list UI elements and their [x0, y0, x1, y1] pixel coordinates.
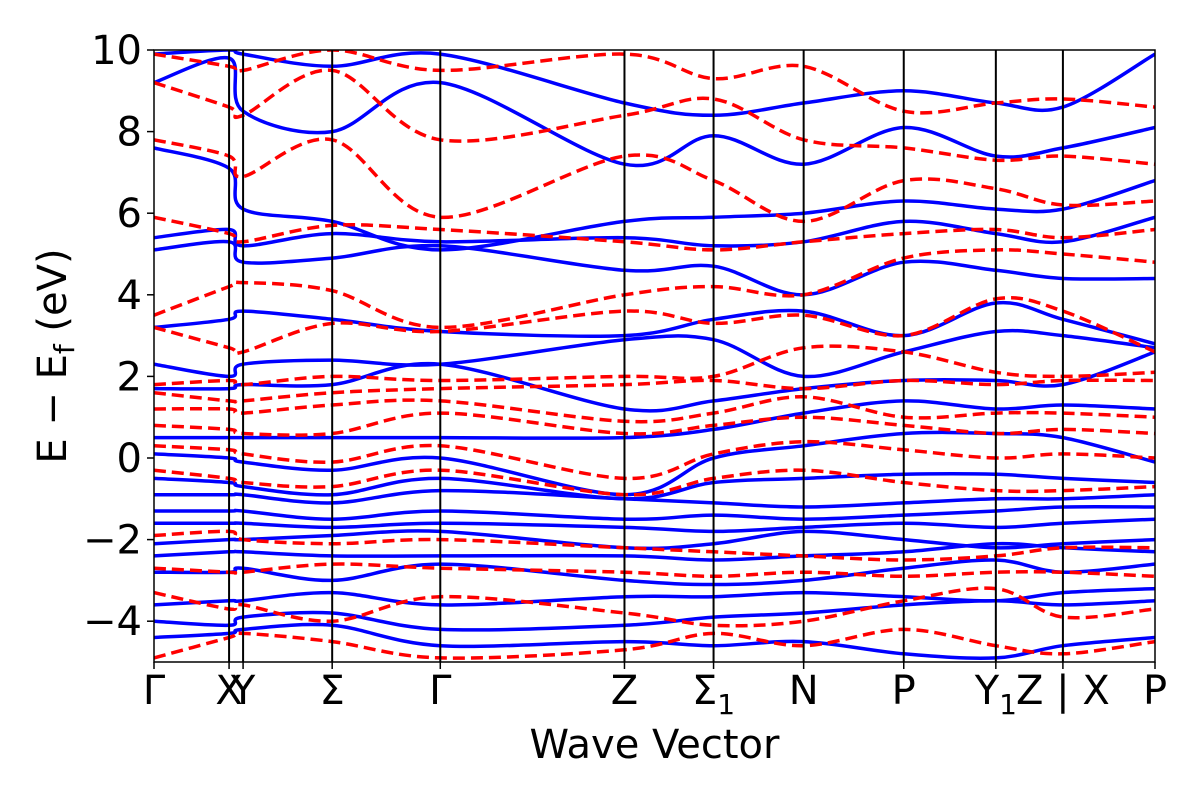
- band-line-0-7: [154, 504, 1155, 522]
- x-tick-label-4: Γ: [429, 668, 452, 714]
- band-line-0-13: [154, 328, 1155, 379]
- x-tick-label-3: Σ: [320, 668, 345, 714]
- x-axis: Γ XY Σ Γ Z Σ1 N P Y1 Z | X P: [143, 662, 1167, 721]
- y-axis-title-unit: (eV): [30, 248, 76, 344]
- band-line-1-8: [154, 378, 1155, 404]
- y-tick-label-2: 6: [117, 191, 142, 237]
- x-tick-label-7: N: [789, 668, 819, 714]
- band-line-1-14: [154, 68, 1155, 166]
- x-tick-label-5: Z: [611, 668, 638, 714]
- y-axis: 10 8 6 4 2 0 −2 −4: [83, 28, 154, 645]
- x-tick-label-6: Σ1: [692, 668, 735, 721]
- x-tick-label-10: Z | X: [1016, 668, 1110, 714]
- series-1: [154, 50, 1155, 660]
- y-tick-label-0: 10: [91, 28, 142, 74]
- k-point-lines: [228, 50, 1064, 662]
- band-line-1-2: [154, 562, 1155, 579]
- y-axis-title-sub: f: [48, 343, 81, 354]
- y-axis-title: E − Ef (eV): [30, 248, 81, 463]
- x-tick-label-1: X: [215, 668, 242, 714]
- band-line-1-10: [154, 296, 1155, 356]
- band-line-0-18: [154, 55, 1155, 168]
- band-line-1-13: [154, 137, 1155, 224]
- y-tick-label-6: −2: [83, 518, 142, 564]
- band-line-0-15: [154, 239, 1155, 297]
- x-tick-label-0: Γ: [143, 668, 166, 714]
- bands-layer: [154, 50, 1155, 661]
- y-tick-label-7: −4: [83, 599, 142, 645]
- band-line-0-16: [154, 215, 1155, 248]
- plot-frame: [153, 49, 1156, 663]
- x-tick-label-11: P: [1143, 668, 1167, 714]
- band-line-1-6: [154, 411, 1155, 437]
- y-axis-title-main: E − E: [30, 354, 76, 464]
- y-tick-label-4: 2: [117, 354, 142, 400]
- x-tick-label-9: Y1: [974, 668, 1017, 721]
- y-tick-label-3: 4: [117, 273, 142, 319]
- x-tick-label-8: P: [892, 668, 916, 714]
- band-line-0-6: [154, 517, 1155, 534]
- x-tick-label-2: Y: [230, 668, 256, 714]
- band-line-0-5: [154, 529, 1155, 551]
- band-line-1-9: [154, 344, 1155, 387]
- y-tick-label-1: 8: [117, 110, 142, 156]
- band-line-1-0: [154, 627, 1155, 660]
- band-line-0-0: [154, 622, 1155, 661]
- y-tick-label-5: 0: [117, 436, 142, 482]
- x-axis-title: Wave Vector: [530, 722, 781, 768]
